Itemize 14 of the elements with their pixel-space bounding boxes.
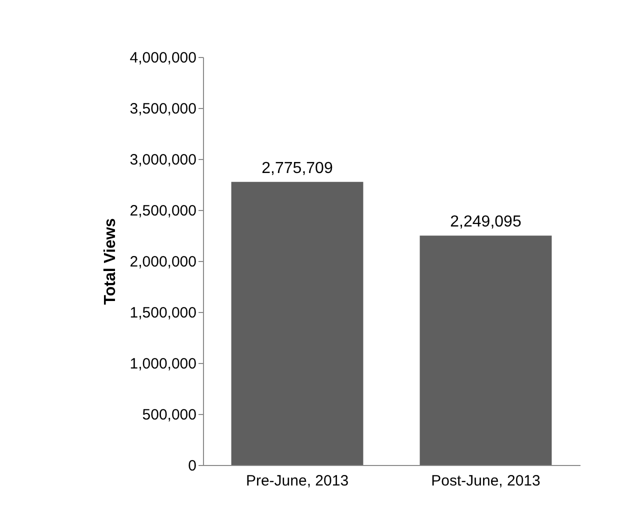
x-tick-label: Post-June, 2013 [431, 472, 540, 490]
y-tick-label: 3,500,000 [130, 100, 196, 118]
data-label: 2,249,095 [450, 214, 522, 231]
x-tick-label: Pre-June, 2013 [246, 472, 349, 490]
y-tick-label: 500,000 [142, 406, 196, 424]
y-tick-label: 2,500,000 [130, 202, 196, 220]
y-tick-label: 3,000,000 [130, 152, 196, 168]
y-tick-label: 2,000,000 [130, 254, 196, 270]
y-tick-label: 0 [188, 458, 196, 474]
y-axis-title: Total Views [102, 218, 119, 305]
y-tick-label: 1,500,000 [130, 304, 196, 322]
y-tick-label: 4,000,000 [130, 50, 196, 66]
y-tick-label: 1,000,000 [130, 356, 196, 372]
data-label: 2,775,709 [262, 160, 333, 177]
